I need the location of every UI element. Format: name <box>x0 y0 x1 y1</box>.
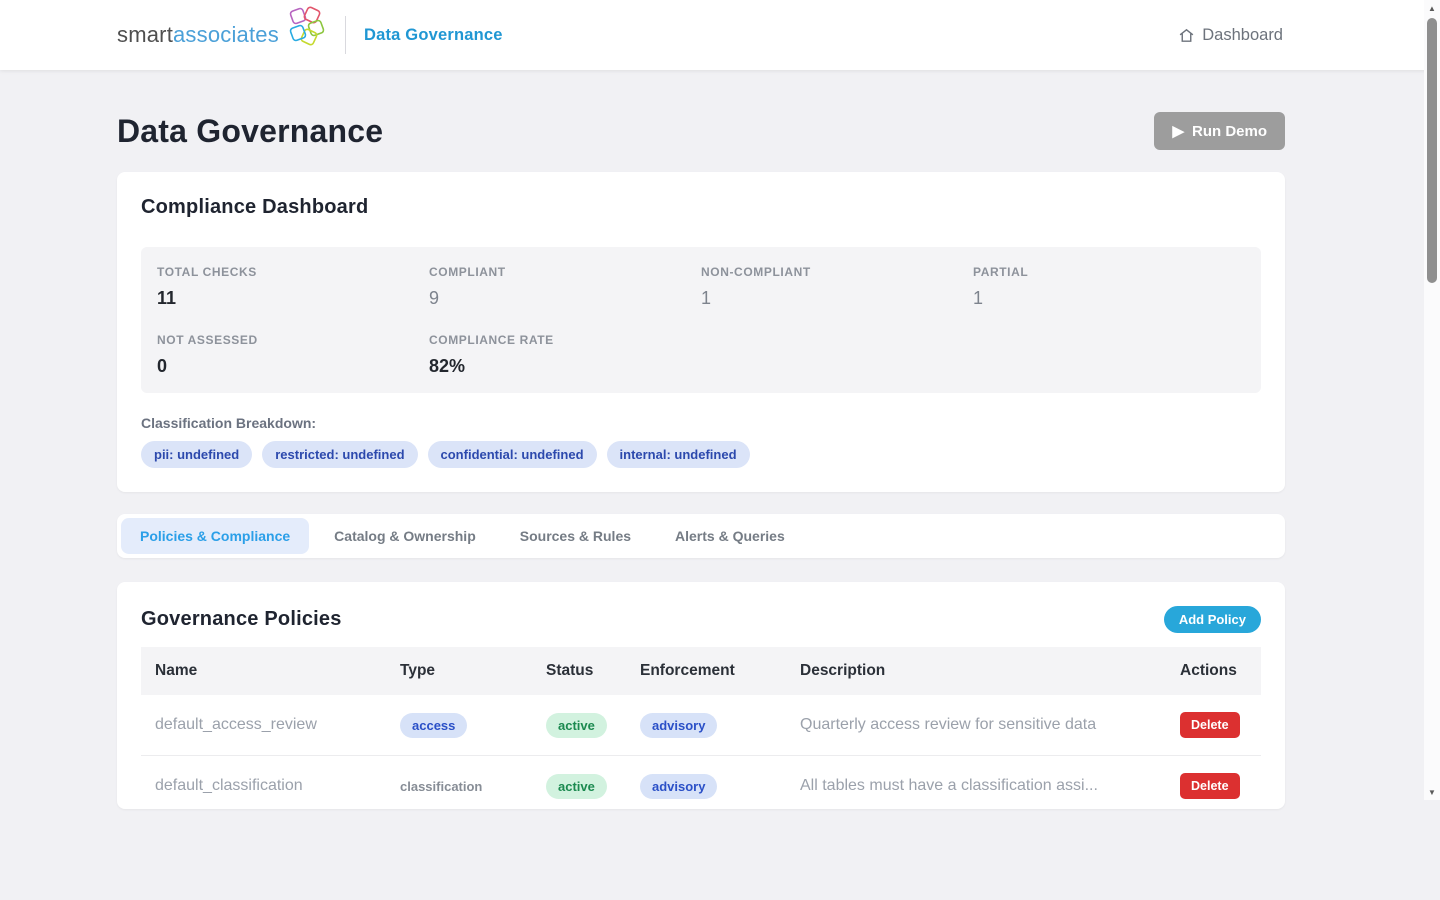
header-divider <box>344 16 346 54</box>
table-row: default_access_review access active advi… <box>141 695 1261 756</box>
enforcement-badge: advisory <box>640 773 718 799</box>
policy-name: default_access_review <box>155 716 317 733</box>
stat-non-compliant: NON-COMPLIANT 1 <box>701 265 811 308</box>
vertical-scrollbar[interactable]: ▲ ▼ <box>1424 0 1440 800</box>
compliance-dashboard-card: Compliance Dashboard TOTAL CHECKS 11 COM… <box>117 172 1285 492</box>
delete-button[interactable]: Delete <box>1180 773 1240 799</box>
play-icon: ▶ <box>1172 123 1184 140</box>
stat-partial: PARTIAL 1 <box>973 265 1029 308</box>
col-actions: Actions <box>1180 662 1237 679</box>
col-name: Name <box>155 662 198 679</box>
status-badge: active <box>546 712 607 738</box>
tab-sources-rules[interactable]: Sources & Rules <box>519 528 632 544</box>
status-badge: active <box>546 773 607 799</box>
governance-policies-card: Governance Policies Add Policy Name Type… <box>117 582 1285 809</box>
type-badge: classification <box>400 778 483 794</box>
policies-heading: Governance Policies <box>141 608 342 630</box>
page-title: Data Governance <box>117 112 384 149</box>
table-row: default_classification classification ac… <box>141 756 1261 809</box>
tab-catalog-ownership[interactable]: Catalog & Ownership <box>334 528 476 544</box>
stat-compliance-rate: COMPLIANCE RATE 82% <box>429 333 554 376</box>
col-type: Type <box>400 662 436 679</box>
policy-description: All tables must have a classification as… <box>800 777 1098 794</box>
badge-confidential: confidential: undefined <box>427 441 597 468</box>
run-demo-button[interactable]: ▶ Run Demo <box>1154 112 1285 150</box>
type-badge: access <box>400 712 468 738</box>
col-enforcement: Enforcement <box>640 662 735 679</box>
logo-word-associates: associates <box>173 22 279 47</box>
brand-logo[interactable]: smartassociates <box>117 6 329 54</box>
scrollbar-thumb[interactable] <box>1427 18 1437 283</box>
stat-total-checks: TOTAL CHECKS 11 <box>157 265 257 308</box>
main-content: Data Governance ▶ Run Demo Compliance Da… <box>0 70 1440 809</box>
scroll-down-arrow-icon[interactable]: ▼ <box>1428 787 1436 797</box>
flower-logo-icon <box>281 3 329 54</box>
policies-table-header: Name Type Status Enforcement Description… <box>141 647 1261 695</box>
classification-badges: pii: undefined restricted: undefined con… <box>141 441 1261 468</box>
enforcement-badge: advisory <box>640 712 718 738</box>
section-tabs: Policies & Compliance Catalog & Ownershi… <box>117 514 1285 558</box>
compliance-heading: Compliance Dashboard <box>141 196 369 218</box>
badge-restricted: restricted: undefined <box>262 441 418 468</box>
col-status: Status <box>546 662 594 679</box>
top-header: smartassociates Data Governance Dashboar… <box>0 0 1440 70</box>
policy-description: Quarterly access review for sensitive da… <box>800 716 1097 733</box>
policies-table: Name Type Status Enforcement Description… <box>141 647 1261 809</box>
tab-policies-compliance[interactable]: Policies & Compliance <box>121 518 310 554</box>
nav-dashboard-link[interactable]: Dashboard <box>1178 26 1283 45</box>
classification-breakdown-label: Classification Breakdown: <box>141 415 317 431</box>
home-icon <box>1178 27 1195 44</box>
col-description: Description <box>800 662 886 679</box>
compliance-stats-panel: TOTAL CHECKS 11 COMPLIANT 9 NON-COMPLIAN… <box>141 247 1261 393</box>
badge-internal: internal: undefined <box>606 441 750 468</box>
header-app-title-link[interactable]: Data Governance <box>363 25 503 44</box>
badge-pii: pii: undefined <box>141 441 253 468</box>
scroll-up-arrow-icon[interactable]: ▲ <box>1428 3 1436 13</box>
stat-compliant: COMPLIANT 9 <box>429 265 506 308</box>
run-demo-label: Run Demo <box>1192 122 1267 140</box>
logo-word-smart: smart <box>117 22 173 47</box>
stat-not-assessed: NOT ASSESSED 0 <box>157 333 258 376</box>
tab-alerts-queries[interactable]: Alerts & Queries <box>675 528 785 544</box>
policy-name: default_classification <box>155 777 303 794</box>
brand-logo-text: smartassociates <box>117 22 279 48</box>
delete-button[interactable]: Delete <box>1180 712 1240 738</box>
add-policy-button[interactable]: Add Policy <box>1163 606 1261 633</box>
nav-dashboard-label: Dashboard <box>1202 25 1283 44</box>
